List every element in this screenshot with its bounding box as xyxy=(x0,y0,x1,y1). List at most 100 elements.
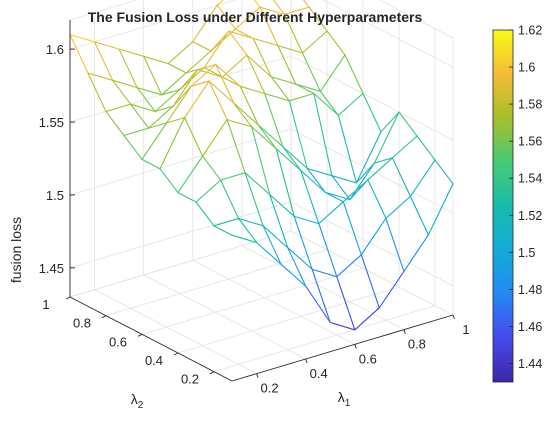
y-tick-label: 0.2 xyxy=(181,372,199,387)
y-tick-label: 0.6 xyxy=(109,334,127,349)
mesh-segment xyxy=(195,201,215,227)
mesh-segment xyxy=(354,307,380,331)
mesh-segment xyxy=(161,72,187,96)
mesh-segment xyxy=(185,50,212,74)
mesh-segment xyxy=(216,0,224,6)
mesh-segment xyxy=(293,215,320,225)
mesh-segment xyxy=(409,195,429,236)
mesh-segment xyxy=(69,34,96,43)
mesh-segment xyxy=(282,146,302,172)
mesh-segment xyxy=(246,54,272,78)
mesh-segment xyxy=(239,85,266,95)
mesh-segment xyxy=(311,268,338,278)
mesh-segment xyxy=(355,162,375,184)
y-tick-label: 1 xyxy=(42,297,49,312)
z-tick-label: 1.55 xyxy=(39,115,64,130)
mesh-segment xyxy=(319,90,339,116)
mesh-segment xyxy=(252,37,279,47)
mesh-segment xyxy=(238,217,258,244)
mesh-segment xyxy=(427,183,454,236)
mesh-segment xyxy=(378,270,405,309)
grid-line xyxy=(378,0,454,39)
mesh-segment xyxy=(318,223,338,278)
mesh-segment xyxy=(360,254,380,309)
mesh-segment xyxy=(331,175,357,184)
z-axis-label: fusion loss xyxy=(8,217,24,283)
mesh-segment xyxy=(288,100,308,170)
mesh-segment xyxy=(301,30,328,54)
y-tick-label: 0.4 xyxy=(145,353,163,368)
colorbar-tick-label: 1.46 xyxy=(518,320,542,334)
y-tick xyxy=(137,333,143,337)
mesh-segment xyxy=(118,48,145,57)
z-tick-label: 1.6 xyxy=(46,42,64,57)
colorbar-tick-label: 1.62 xyxy=(518,24,542,38)
mesh-segment xyxy=(385,195,411,219)
mesh-segment xyxy=(259,6,285,15)
mesh-segment xyxy=(154,89,181,113)
mesh-segment xyxy=(238,217,264,227)
mesh-segment xyxy=(190,80,210,87)
mesh-segment xyxy=(203,30,230,69)
x-axis-line xyxy=(231,314,454,382)
mesh-segment xyxy=(259,6,279,47)
mesh-segment xyxy=(391,135,418,159)
mesh-segment xyxy=(112,79,138,89)
mesh-segment xyxy=(311,268,331,324)
mesh-segment xyxy=(203,67,223,78)
mesh-segment xyxy=(409,159,436,197)
grid-line xyxy=(290,0,454,316)
mesh-segment xyxy=(177,192,197,203)
mesh-segment xyxy=(202,155,222,181)
mesh-segment xyxy=(373,111,400,164)
mesh-segment xyxy=(252,37,272,78)
mesh-segment xyxy=(233,102,253,128)
mesh-segment xyxy=(337,114,357,184)
mesh-segment xyxy=(337,92,364,116)
mesh-segment xyxy=(318,201,344,225)
mesh-segment xyxy=(166,85,192,124)
mesh-segment xyxy=(130,103,150,129)
mesh-segment xyxy=(293,215,313,270)
mesh-segment xyxy=(306,167,326,193)
surface-mesh xyxy=(69,0,454,331)
mesh-segment xyxy=(367,157,393,181)
mesh-segment xyxy=(184,117,204,157)
mesh-segment xyxy=(277,45,297,85)
grid-line xyxy=(213,28,436,373)
grid-line xyxy=(69,0,139,21)
colorbar-tick-label: 1.58 xyxy=(518,98,542,112)
mesh-segment xyxy=(192,41,212,52)
colorbar-tick-label: 1.6 xyxy=(518,61,535,75)
mesh-segment xyxy=(277,45,303,54)
mesh-segment xyxy=(283,6,310,15)
mesh-segment xyxy=(136,87,163,96)
mesh-segment xyxy=(202,119,228,157)
mesh-segment xyxy=(228,30,254,39)
x-tick xyxy=(403,329,406,334)
mesh-segment xyxy=(136,87,156,113)
mesh-segment xyxy=(213,217,240,227)
x-tick xyxy=(256,373,259,378)
mesh-segment xyxy=(177,155,204,194)
mesh-segment xyxy=(342,179,369,203)
mesh-segment xyxy=(208,80,228,121)
x-tick-label: 0.4 xyxy=(310,366,328,381)
mesh-segment xyxy=(123,127,150,137)
z-tick-label: 1.5 xyxy=(46,188,64,203)
mesh-segment xyxy=(302,0,310,8)
x-tick-label: 0.8 xyxy=(408,337,426,352)
mesh-segment xyxy=(288,92,315,102)
grid-line xyxy=(69,0,454,68)
grid-line xyxy=(69,201,454,287)
mesh-segment xyxy=(282,146,308,170)
x-axis-label: λ1 xyxy=(338,389,351,409)
mesh-segment xyxy=(336,276,356,331)
mesh-segment xyxy=(197,63,217,71)
mesh-segment xyxy=(197,69,223,78)
mesh-segment xyxy=(360,217,387,256)
mesh-segment xyxy=(234,28,254,39)
mesh-segment xyxy=(434,159,454,185)
